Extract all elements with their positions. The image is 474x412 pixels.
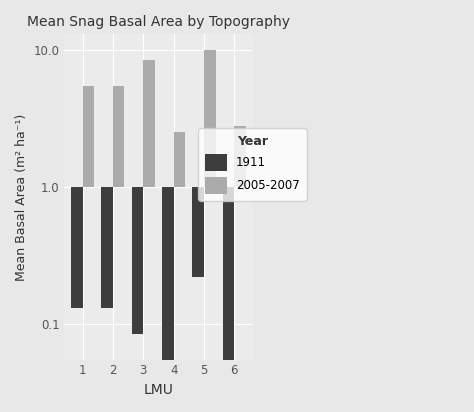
Bar <box>234 126 246 187</box>
Bar <box>71 187 82 309</box>
Title: Mean Snag Basal Area by Topography: Mean Snag Basal Area by Topography <box>27 15 290 29</box>
Bar <box>204 50 216 187</box>
Bar <box>113 86 125 187</box>
Bar <box>162 187 173 360</box>
X-axis label: LMU: LMU <box>144 383 173 397</box>
Bar <box>101 187 113 309</box>
Bar <box>143 60 155 187</box>
Bar <box>173 132 185 187</box>
Bar <box>223 187 234 407</box>
Bar <box>82 86 94 187</box>
Bar <box>132 187 143 334</box>
Legend: 1911, 2005-2007: 1911, 2005-2007 <box>198 128 307 201</box>
Y-axis label: Mean Basal Area (m² ha⁻¹): Mean Basal Area (m² ha⁻¹) <box>15 113 28 281</box>
Bar <box>192 187 204 277</box>
